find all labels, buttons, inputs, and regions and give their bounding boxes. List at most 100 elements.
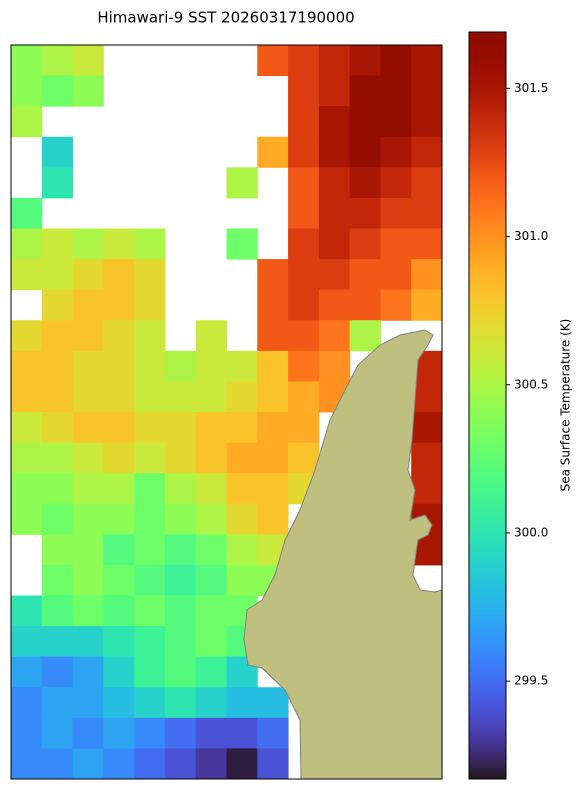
heatmap-cell <box>164 473 197 505</box>
heatmap-cell <box>41 626 74 658</box>
heatmap-cell <box>226 687 258 719</box>
heatmap-cell <box>11 412 43 444</box>
heatmap-cell <box>164 626 197 658</box>
heatmap-cell <box>164 656 197 688</box>
heatmap-cell <box>411 197 443 229</box>
heatmap-cell <box>72 75 104 107</box>
heatmap-cell <box>134 320 166 352</box>
colorbar-tick-label: 299.5 <box>514 674 548 688</box>
heatmap-cell <box>72 534 104 566</box>
heatmap-cell <box>257 687 289 719</box>
heatmap-cell <box>195 687 227 719</box>
heatmap-cell <box>134 442 166 474</box>
heatmap-cell <box>257 503 289 535</box>
heatmap-cell <box>11 228 43 260</box>
heatmap-cell <box>349 106 381 138</box>
heatmap-cell <box>41 167 74 199</box>
heatmap-cell <box>134 381 166 413</box>
heatmap-cell <box>380 167 412 199</box>
heatmap-cell <box>134 412 166 444</box>
heatmap-cell <box>318 167 351 199</box>
heatmap-cell <box>226 534 258 566</box>
heatmap-cell <box>195 442 227 474</box>
heatmap-cell <box>41 748 74 780</box>
colorbar-tick-label: 301.0 <box>514 229 548 243</box>
heatmap-cell <box>288 167 320 199</box>
heatmap-cell <box>164 748 197 780</box>
heatmap-cell <box>349 259 381 291</box>
heatmap-cell <box>72 748 104 780</box>
chart-title: Himawari-9 SST 20260317190000 <box>97 9 354 27</box>
heatmap-cell <box>72 656 104 688</box>
heatmap-cell <box>11 320 43 352</box>
heatmap-cell <box>134 687 166 719</box>
heatmap-cell <box>164 534 197 566</box>
heatmap-cell <box>226 564 258 596</box>
heatmap-cell <box>103 717 135 749</box>
heatmap-cell <box>72 473 104 505</box>
heatmap-cell <box>288 259 320 291</box>
heatmap-cell <box>103 350 135 382</box>
heatmap-cell <box>134 259 166 291</box>
heatmap-cell <box>11 656 43 688</box>
heatmap-cell <box>103 320 135 352</box>
heatmap-cell <box>11 259 43 291</box>
heatmap-cell <box>288 381 320 413</box>
heatmap-cell <box>164 595 197 627</box>
heatmap-cell <box>318 75 351 107</box>
heatmap-cell <box>103 564 135 596</box>
heatmap-cell <box>257 717 289 749</box>
heatmap-cell <box>72 442 104 474</box>
heatmap-cell <box>134 717 166 749</box>
heatmap-cell <box>11 748 43 780</box>
heatmap-cell <box>288 228 320 260</box>
heatmap-cell <box>411 473 443 505</box>
heatmap-cell <box>226 748 258 780</box>
heatmap-cell <box>41 687 74 719</box>
heatmap-cell <box>411 228 443 260</box>
heatmap-cell <box>257 259 289 291</box>
heatmap-cell <box>380 289 412 321</box>
heatmap-cell <box>134 228 166 260</box>
heatmap-cell <box>103 748 135 780</box>
heatmap-cell <box>349 167 381 199</box>
heatmap-cell <box>288 320 320 352</box>
heatmap-cell <box>11 45 43 77</box>
heatmap-cell <box>288 412 320 444</box>
heatmap-cell <box>11 595 43 627</box>
heatmap-cell <box>103 289 135 321</box>
heatmap-cell <box>103 473 135 505</box>
heatmap-cell <box>257 350 289 382</box>
heatmap-cell <box>318 228 351 260</box>
heatmap-cell <box>134 350 166 382</box>
heatmap-cell <box>257 442 289 474</box>
heatmap-cell <box>41 350 74 382</box>
heatmap-cells <box>11 45 443 780</box>
heatmap-cell <box>164 503 197 535</box>
heatmap-cell <box>380 45 412 77</box>
heatmap-cell <box>318 350 351 382</box>
heatmap-cell <box>349 289 381 321</box>
heatmap-cell <box>41 595 74 627</box>
colorbar-tick-label: 301.5 <box>514 81 548 95</box>
heatmap-cell <box>134 534 166 566</box>
heatmap-cell <box>41 473 74 505</box>
heatmap-cell <box>257 320 289 352</box>
land <box>243 329 443 780</box>
heatmap-cell <box>195 564 227 596</box>
heatmap-cell <box>41 289 74 321</box>
heatmap-cell <box>11 197 43 229</box>
heatmap-cell <box>195 503 227 535</box>
heatmap-cell <box>288 75 320 107</box>
heatmap-cell <box>380 75 412 107</box>
heatmap-cell <box>195 626 227 658</box>
heatmap-cell <box>72 350 104 382</box>
heatmap-cell <box>195 717 227 749</box>
heatmap-cell <box>411 412 443 444</box>
heatmap-cell <box>257 412 289 444</box>
heatmap-cell <box>195 350 227 382</box>
heatmap-cell <box>41 412 74 444</box>
heatmap-cell <box>11 503 43 535</box>
heatmap-cell <box>349 45 381 77</box>
heatmap-cell <box>72 289 104 321</box>
